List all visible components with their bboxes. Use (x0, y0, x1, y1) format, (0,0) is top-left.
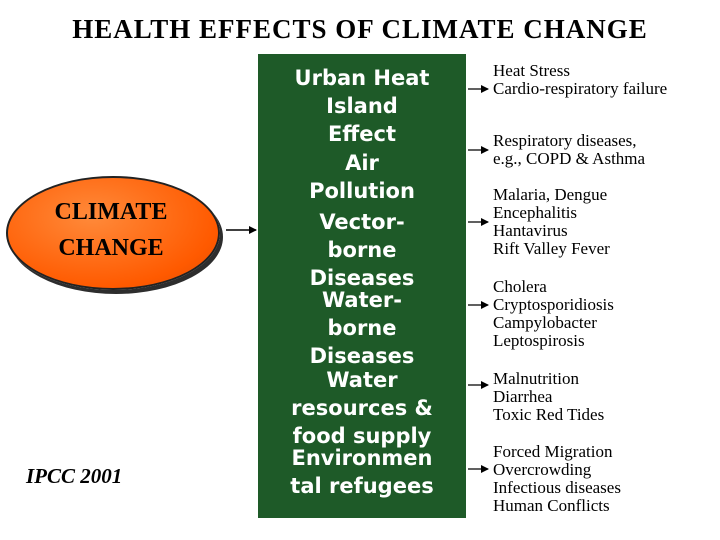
cause-air-pollution: Air Pollution (258, 149, 466, 205)
cause-line: Water (326, 368, 398, 392)
effects-refugees: Forced Migration Overcrowding Infectious… (493, 443, 715, 515)
effect-item: Heat Stress (493, 61, 570, 80)
cause-urban-heat-island: Urban Heat Island Effect (258, 64, 466, 148)
cause-line: Diseases (309, 266, 415, 290)
diagram-title: HEALTH EFFECTS OF CLIMATE CHANGE (72, 14, 648, 44)
effect-item: Cholera (493, 277, 547, 296)
cause-line: resources & (291, 396, 433, 420)
effect-item: Malnutrition (493, 369, 579, 388)
source-credit: IPCC 2001 (26, 464, 123, 488)
effect-item: Toxic Red Tides (493, 405, 605, 424)
effect-item: e.g., COPD & Asthma (493, 149, 646, 168)
effect-item: Cardio-respiratory failure (493, 79, 668, 98)
cause-vector-borne-diseases: Vector- borne Diseases (258, 208, 466, 292)
climate-label-line: CLIMATE (54, 199, 168, 225)
effect-item: Infectious diseases (493, 478, 621, 497)
climate-change-oval (6, 176, 220, 290)
causes-box (258, 54, 466, 518)
cause-environmental-refugees: Environmen tal refugees (258, 444, 466, 500)
change-label-line: CHANGE (58, 235, 164, 261)
cause-line: Urban Heat (294, 66, 430, 90)
effect-item: Cryptosporidiosis (493, 295, 614, 314)
effect-item: Overcrowding (493, 460, 592, 479)
cause-line: borne (327, 238, 397, 262)
cause-line: Vector- (319, 210, 405, 234)
cause-line: Island (326, 94, 398, 118)
effect-item: Leptospirosis (493, 331, 585, 350)
cause-line: Air (345, 151, 379, 175)
effect-item: Rift Valley Fever (493, 239, 610, 258)
cause-line: food supply (292, 424, 432, 448)
cause-line: borne (327, 316, 397, 340)
climate-change-label: CLIMATE CHANGE (6, 194, 216, 266)
effect-item: Malaria, Dengue (493, 185, 608, 204)
cause-line: tal refugees (290, 474, 434, 498)
effects-water-borne: Cholera Cryptosporidiosis Campylobacter … (493, 278, 715, 350)
effect-item: Encephalitis (493, 203, 578, 222)
effect-item: Hantavirus (493, 221, 568, 240)
cause-line: Diseases (309, 344, 415, 368)
cause-line: Water- (322, 288, 402, 312)
cause-line: Environmen (291, 446, 433, 470)
effect-item: Campylobacter (493, 313, 597, 332)
cause-water-food-supply: Water resources & food supply (258, 366, 466, 450)
effect-item: Forced Migration (493, 442, 613, 461)
effects-air-pollution: Respiratory diseases, e.g., COPD & Asthm… (493, 132, 715, 168)
effect-item: Human Conflicts (493, 496, 610, 515)
effects-water-food: Malnutrition Diarrhea Toxic Red Tides (493, 370, 715, 424)
effect-item: Diarrhea (493, 387, 553, 406)
cause-line: Pollution (309, 179, 415, 203)
effects-heat: Heat Stress Cardio-respiratory failure (493, 62, 715, 98)
effects-vector-borne: Malaria, Dengue Encephalitis Hantavirus … (493, 186, 715, 258)
cause-water-borne-diseases: Water- borne Diseases (258, 286, 466, 370)
effect-item: Respiratory diseases, (493, 131, 637, 150)
cause-line: Effect (327, 122, 397, 146)
